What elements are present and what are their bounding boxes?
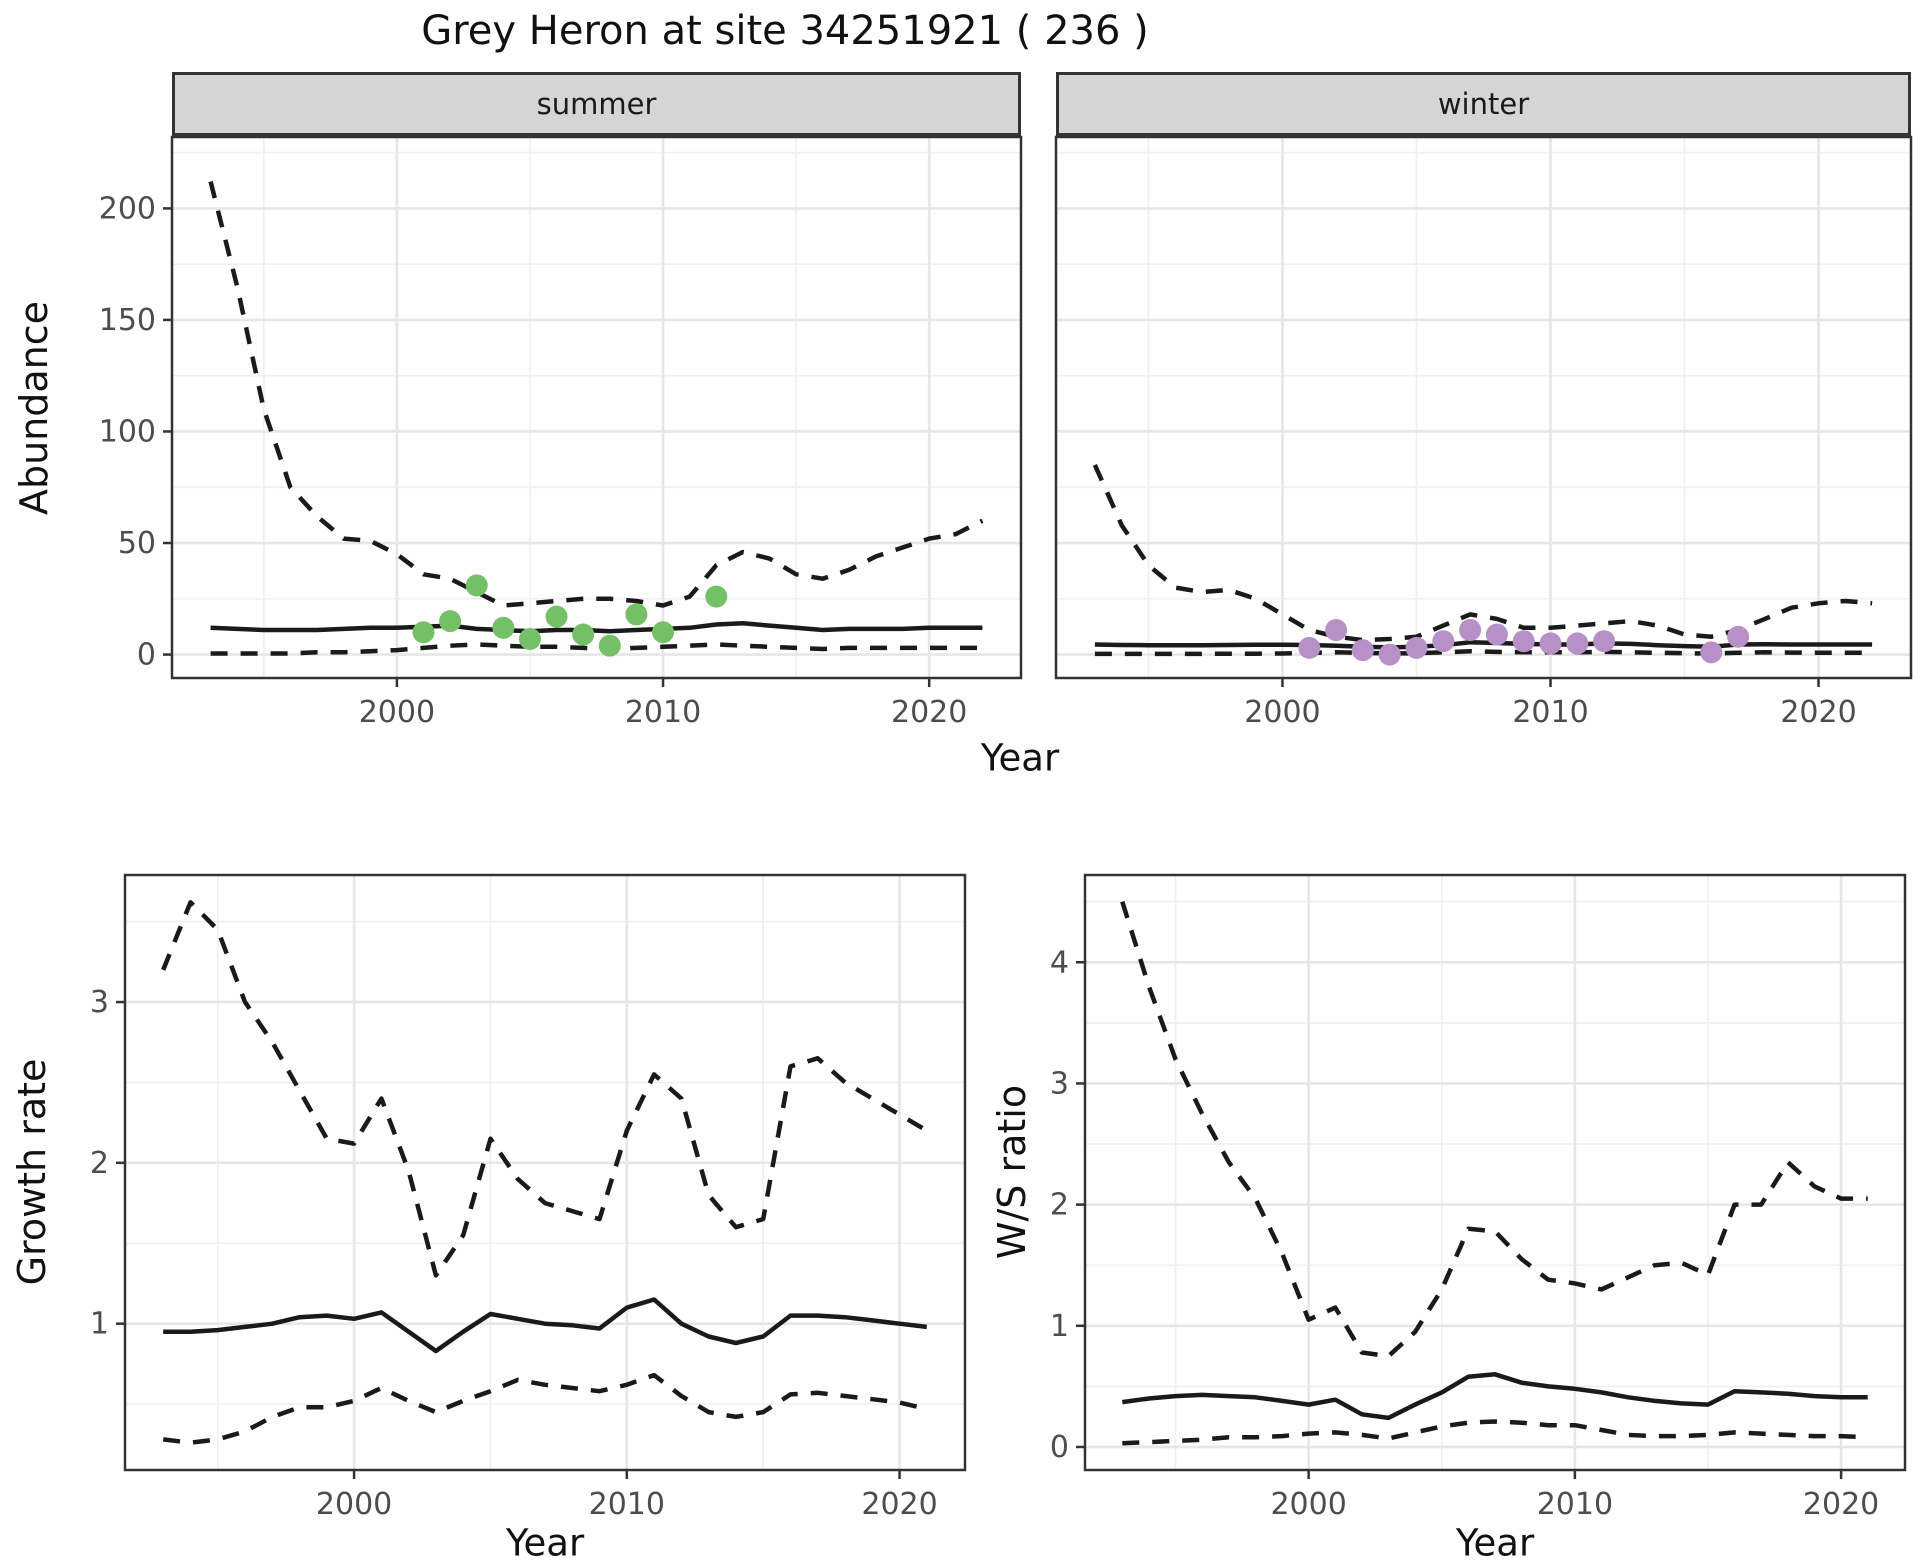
observation-point bbox=[1593, 630, 1616, 653]
y-tick-label: 50 bbox=[118, 526, 156, 561]
observation-point bbox=[465, 574, 488, 597]
observation-point bbox=[1539, 632, 1562, 655]
y-tick-label: 3 bbox=[90, 985, 109, 1020]
series-group bbox=[161, 900, 928, 1445]
series-median-line bbox=[1094, 640, 1873, 650]
series-median-line bbox=[1121, 1372, 1868, 1421]
series-median-line bbox=[163, 1297, 928, 1354]
series-lower_credible-line bbox=[162, 1372, 928, 1445]
x-tick-label: 2020 bbox=[1803, 1487, 1879, 1522]
axis-ticks: 2000 2010 2020 bbox=[1244, 678, 1857, 730]
observation-point bbox=[1405, 636, 1428, 659]
x-tick-label: 2020 bbox=[861, 1487, 937, 1522]
observation-point bbox=[492, 616, 515, 639]
y-tick-label: 200 bbox=[99, 191, 156, 226]
series-upper_credible-line bbox=[161, 900, 928, 1278]
y-tick-label: 1 bbox=[1050, 1309, 1069, 1344]
panel-abundance-summer: 2000 2010 2020 0 50 100 150 200 bbox=[99, 135, 1023, 730]
observation-point bbox=[545, 605, 568, 628]
x-axis-title-top: Year bbox=[980, 736, 1060, 780]
panel-border bbox=[1083, 873, 1907, 1472]
series-upper_credible-line bbox=[1092, 463, 1873, 643]
x-tick-label: 2000 bbox=[316, 1487, 392, 1522]
observation-point bbox=[1298, 636, 1321, 659]
y-tick-label: 0 bbox=[1050, 1430, 1069, 1465]
observation-point bbox=[518, 627, 541, 650]
facet-strip-label: summer bbox=[536, 87, 657, 121]
x-tick-label: 2020 bbox=[1780, 695, 1856, 730]
observation-point bbox=[1325, 619, 1348, 642]
observation-point bbox=[625, 603, 648, 626]
y-axis-title-growth-rate: Growth rate bbox=[10, 1058, 54, 1286]
x-tick-label: 2000 bbox=[1270, 1487, 1346, 1522]
y-tick-label: 3 bbox=[1050, 1066, 1069, 1101]
axis-ticks: 2000 2010 2020 1 2 3 bbox=[90, 985, 938, 1522]
y-tick-label: 100 bbox=[99, 414, 156, 449]
gridlines bbox=[1085, 875, 1905, 1470]
y-axis-title-ws-ratio: W/S ratio bbox=[990, 1084, 1034, 1260]
panel-growth-rate: 2000 2010 2020 1 2 3 bbox=[90, 873, 967, 1522]
series-observations bbox=[412, 574, 728, 657]
y-axis-title-abundance: Abundance bbox=[12, 300, 56, 516]
x-tick-label: 2010 bbox=[1512, 695, 1588, 730]
x-axis-title-growth: Year bbox=[505, 1521, 585, 1560]
series-upper_credible-line bbox=[208, 181, 984, 608]
plot-title: Grey Heron at site 34251921 ( 236 ) bbox=[421, 8, 1149, 54]
observation-point bbox=[1378, 643, 1401, 666]
panel-ws-ratio: 2000 2010 2020 0 1 2 3 4 bbox=[1050, 873, 1907, 1522]
series-median-line bbox=[210, 621, 983, 634]
series-group bbox=[1120, 901, 1868, 1446]
x-tick-label: 2010 bbox=[625, 695, 701, 730]
axis-ticks: 2000 2010 2020 0 50 100 150 200 bbox=[99, 191, 968, 730]
gridlines bbox=[1056, 137, 1911, 678]
observation-point bbox=[1351, 639, 1374, 662]
observation-point bbox=[705, 585, 728, 608]
panel-abundance-winter: 2000 2010 2020 bbox=[1054, 135, 1913, 730]
x-axis-title-ws: Year bbox=[1455, 1521, 1535, 1560]
facet-strip-winter: winter bbox=[1056, 72, 1911, 136]
series-observations bbox=[1298, 619, 1750, 666]
facet-strip-summer: summer bbox=[172, 72, 1021, 136]
panel-border bbox=[123, 873, 967, 1472]
observation-point bbox=[1566, 632, 1589, 655]
series-group bbox=[208, 181, 984, 657]
y-tick-label: 2 bbox=[90, 1146, 109, 1181]
y-tick-label: 0 bbox=[137, 638, 156, 673]
series-lower_credible-line bbox=[1122, 1419, 1868, 1446]
gridlines bbox=[125, 875, 965, 1470]
observation-point bbox=[439, 610, 462, 633]
panel-border bbox=[170, 135, 1023, 680]
observation-point bbox=[1459, 619, 1482, 642]
facet-strip-label: winter bbox=[1437, 87, 1530, 121]
series-lower_credible-line bbox=[210, 642, 983, 656]
x-tick-label: 2010 bbox=[1537, 1487, 1613, 1522]
observation-point bbox=[1727, 625, 1750, 648]
observation-point bbox=[1512, 630, 1535, 653]
y-tick-label: 2 bbox=[1050, 1188, 1069, 1223]
x-tick-label: 2010 bbox=[589, 1487, 665, 1522]
x-tick-label: 2000 bbox=[359, 695, 435, 730]
series-lower_credible-line bbox=[1094, 648, 1873, 657]
y-tick-label: 150 bbox=[99, 303, 156, 338]
observation-point bbox=[412, 621, 435, 644]
observation-point bbox=[572, 623, 595, 646]
y-tick-label: 4 bbox=[1050, 945, 1069, 980]
observation-point bbox=[1432, 630, 1455, 653]
observation-point bbox=[652, 621, 675, 644]
axis-ticks: 2000 2010 2020 0 1 2 3 4 bbox=[1050, 945, 1879, 1522]
observation-point bbox=[598, 634, 621, 657]
observation-point bbox=[1700, 641, 1723, 664]
observation-point bbox=[1485, 623, 1508, 646]
x-tick-label: 2020 bbox=[891, 695, 967, 730]
panel-border bbox=[1054, 135, 1913, 680]
x-tick-label: 2000 bbox=[1244, 695, 1320, 730]
series-group bbox=[1092, 463, 1873, 666]
y-tick-label: 1 bbox=[90, 1307, 109, 1342]
series-upper_credible-line bbox=[1120, 901, 1868, 1359]
